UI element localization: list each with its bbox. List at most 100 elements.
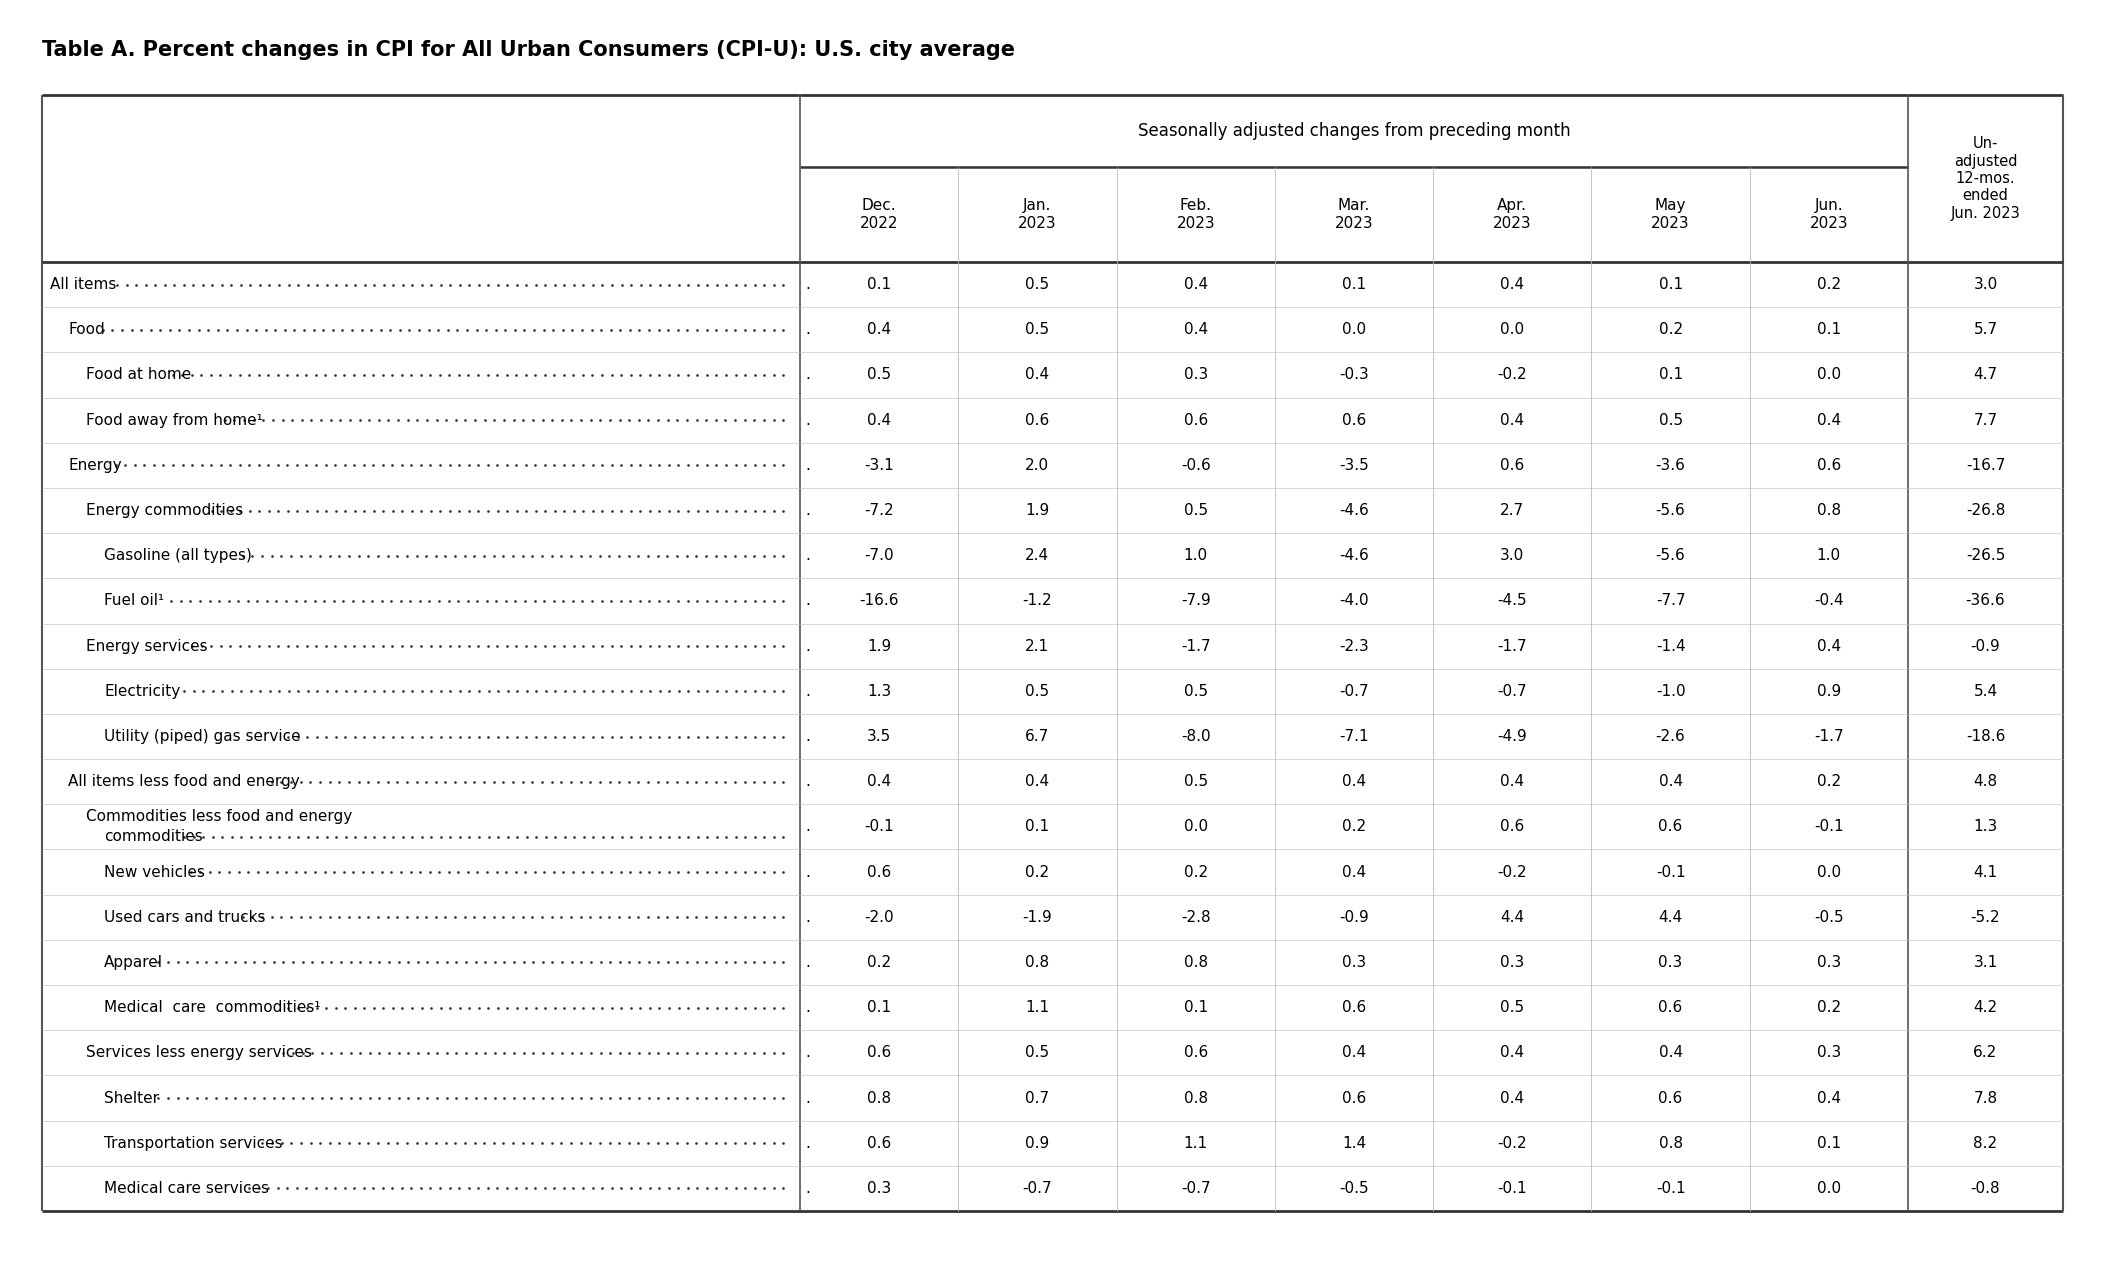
Text: 0.2: 0.2 [867,955,890,970]
Text: 7.7: 7.7 [1974,413,1998,428]
Text: May
2023: May 2023 [1650,198,1690,231]
Text: .: . [804,774,810,789]
Text: 0.8: 0.8 [1659,1135,1682,1151]
Text: .: . [804,820,810,835]
Text: 1.3: 1.3 [1972,820,1998,835]
Text: 0.6: 0.6 [1341,1000,1366,1015]
Text: 4.7: 4.7 [1974,368,1998,383]
Text: 0.8: 0.8 [867,1090,890,1105]
Text: -0.2: -0.2 [1497,1135,1526,1151]
Text: Feb.
2023: Feb. 2023 [1177,198,1215,231]
Text: 0.8: 0.8 [1183,1090,1208,1105]
Text: Mar.
2023: Mar. 2023 [1335,198,1372,231]
Text: New vehicles: New vehicles [103,865,204,879]
Text: 0.6: 0.6 [867,865,890,879]
Text: 6.7: 6.7 [1025,729,1050,744]
Text: 0.6: 0.6 [1501,820,1524,835]
Text: Electricity: Electricity [103,683,181,698]
Text: 0.4: 0.4 [1817,413,1842,428]
Text: -7.0: -7.0 [865,548,895,563]
Text: 0.0: 0.0 [1501,322,1524,337]
Text: 0.4: 0.4 [1501,277,1524,292]
Text: Dec.
2022: Dec. 2022 [861,198,899,231]
Text: 0.1: 0.1 [1659,277,1682,292]
Text: Apr.
2023: Apr. 2023 [1492,198,1532,231]
Text: Seasonally adjusted changes from preceding month: Seasonally adjusted changes from precedi… [1137,123,1570,140]
Text: 0.4: 0.4 [1025,368,1050,383]
Text: Gasoline (all types): Gasoline (all types) [103,548,253,563]
Text: 0.4: 0.4 [1025,774,1050,789]
Text: 2.1: 2.1 [1025,639,1050,654]
Text: 0.0: 0.0 [1183,820,1208,835]
Text: 0.9: 0.9 [1817,683,1842,698]
Text: Fuel oil¹: Fuel oil¹ [103,594,164,609]
Text: Commodities less food and energy: Commodities less food and energy [86,810,352,825]
Text: 0.8: 0.8 [1183,955,1208,970]
Text: .: . [804,1181,810,1196]
Text: -3.6: -3.6 [1657,458,1686,472]
Text: -0.7: -0.7 [1181,1181,1210,1196]
Text: 1.1: 1.1 [1025,1000,1050,1015]
Text: -2.3: -2.3 [1339,639,1368,654]
Text: -16.7: -16.7 [1966,458,2006,472]
Text: -26.8: -26.8 [1966,503,2006,518]
Text: 7.8: 7.8 [1974,1090,1998,1105]
Text: -0.4: -0.4 [1815,594,1844,609]
Text: 0.5: 0.5 [1025,1046,1050,1061]
Text: -16.6: -16.6 [859,594,899,609]
Text: 1.1: 1.1 [1183,1135,1208,1151]
Text: .: . [804,1090,810,1105]
Text: Food: Food [67,322,105,337]
Text: -4.6: -4.6 [1339,503,1368,518]
Text: 4.8: 4.8 [1974,774,1998,789]
Text: 4.1: 4.1 [1974,865,1998,879]
Text: Un-
adjusted
12-mos.
ended
Jun. 2023: Un- adjusted 12-mos. ended Jun. 2023 [1951,136,2021,221]
Text: .: . [804,909,810,925]
Text: -1.2: -1.2 [1023,594,1052,609]
Text: Used cars and trucks: Used cars and trucks [103,909,265,925]
Text: .: . [804,503,810,518]
Text: 0.4: 0.4 [1659,1046,1682,1061]
Text: 0.2: 0.2 [1025,865,1050,879]
Text: Apparel: Apparel [103,955,162,970]
Text: -1.0: -1.0 [1657,683,1686,698]
Text: 0.3: 0.3 [1501,955,1524,970]
Text: 0.4: 0.4 [1343,865,1366,879]
Text: 0.3: 0.3 [1183,368,1208,383]
Text: -3.5: -3.5 [1339,458,1368,472]
Text: -0.7: -0.7 [1023,1181,1052,1196]
Text: 0.0: 0.0 [1817,368,1842,383]
Text: Jan.
2023: Jan. 2023 [1019,198,1057,231]
Text: -18.6: -18.6 [1966,729,2006,744]
Text: Table A. Percent changes in CPI for All Urban Consumers (CPI-U): U.S. city avera: Table A. Percent changes in CPI for All … [42,40,1015,61]
Text: commodities: commodities [103,830,202,845]
Text: 5.7: 5.7 [1974,322,1998,337]
Text: 4.4: 4.4 [1659,909,1682,925]
Text: 0.6: 0.6 [1183,1046,1208,1061]
Text: Medical  care  commodities¹: Medical care commodities¹ [103,1000,320,1015]
Text: 0.6: 0.6 [867,1046,890,1061]
Text: 3.0: 3.0 [1501,548,1524,563]
Text: -26.5: -26.5 [1966,548,2006,563]
Text: .: . [804,955,810,970]
Text: 0.6: 0.6 [1183,413,1208,428]
Text: 3.5: 3.5 [867,729,890,744]
Text: Transportation services: Transportation services [103,1135,282,1151]
Text: -4.5: -4.5 [1497,594,1526,609]
Text: .: . [804,413,810,428]
Text: Jun.
2023: Jun. 2023 [1810,198,1848,231]
Text: 0.6: 0.6 [867,1135,890,1151]
Text: 0.4: 0.4 [1343,1046,1366,1061]
Text: .: . [804,322,810,337]
Text: -4.9: -4.9 [1497,729,1526,744]
Text: 0.3: 0.3 [1341,955,1366,970]
Text: 6.2: 6.2 [1972,1046,1998,1061]
Text: 0.5: 0.5 [1183,503,1208,518]
Text: 0.5: 0.5 [867,368,890,383]
Text: -8.0: -8.0 [1181,729,1210,744]
Text: 0.5: 0.5 [1025,683,1050,698]
Text: 0.4: 0.4 [1817,1090,1842,1105]
Text: .: . [804,865,810,879]
Text: 0.5: 0.5 [1025,277,1050,292]
Text: -0.1: -0.1 [1657,1181,1686,1196]
